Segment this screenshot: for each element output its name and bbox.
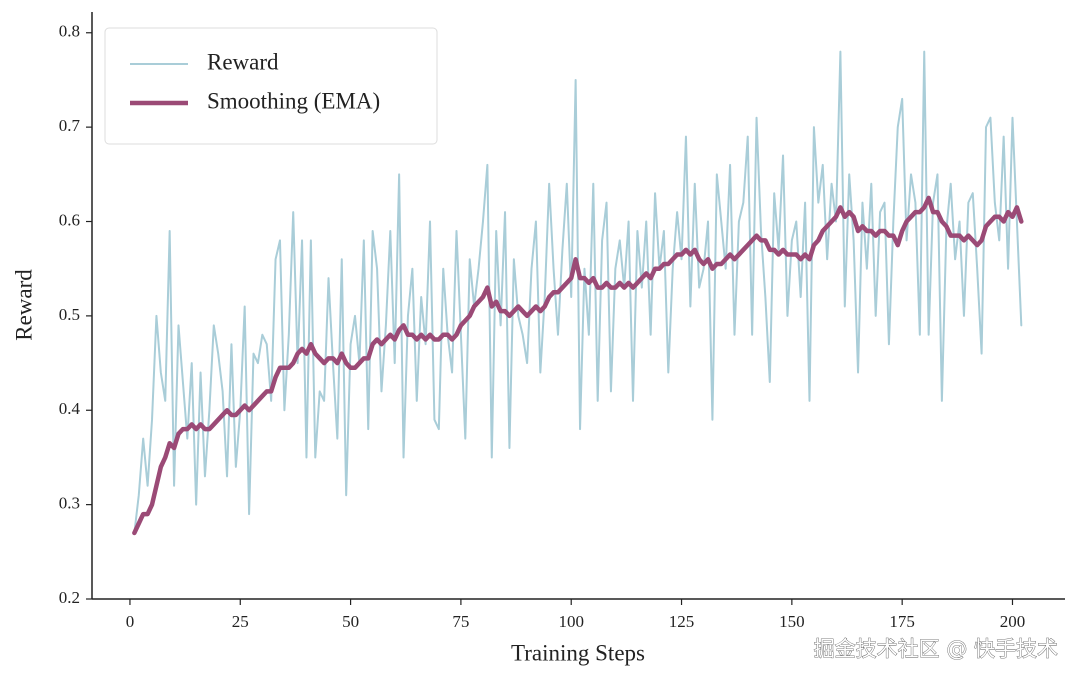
y-tick-label: 0.7 bbox=[59, 116, 81, 135]
x-axis-label: Training Steps bbox=[511, 640, 645, 665]
y-tick-label: 0.8 bbox=[59, 22, 80, 41]
x-tick-label: 100 bbox=[558, 612, 584, 631]
line-series bbox=[133, 50, 1023, 534]
y-tick-label: 0.2 bbox=[59, 588, 80, 607]
x-tick-label: 50 bbox=[342, 612, 359, 631]
watermark: 掘金技术社区 @ 快手技术 bbox=[814, 637, 1058, 661]
line-series bbox=[132, 195, 1024, 536]
x-tick-label: 150 bbox=[779, 612, 805, 631]
legend: Reward Smoothing (EMA) bbox=[104, 27, 438, 145]
x-tick-label: 75 bbox=[452, 612, 469, 631]
y-tick-label: 0.5 bbox=[59, 305, 80, 324]
y-axis-label: Reward bbox=[11, 269, 36, 341]
x-tick-label: 125 bbox=[669, 612, 695, 631]
y-tick-label: 0.6 bbox=[59, 210, 80, 229]
x-tick-label: 25 bbox=[232, 612, 249, 631]
x-tick-label: 200 bbox=[1000, 612, 1026, 631]
y-tick-label: 0.3 bbox=[59, 494, 80, 513]
legend-box bbox=[104, 27, 438, 145]
y-tick-label: 0.4 bbox=[59, 399, 81, 418]
x-tick-label: 0 bbox=[126, 612, 135, 631]
legend-label: Reward bbox=[207, 49, 279, 74]
legend-label: Smoothing (EMA) bbox=[207, 88, 380, 113]
x-tick-label: 175 bbox=[889, 612, 915, 631]
